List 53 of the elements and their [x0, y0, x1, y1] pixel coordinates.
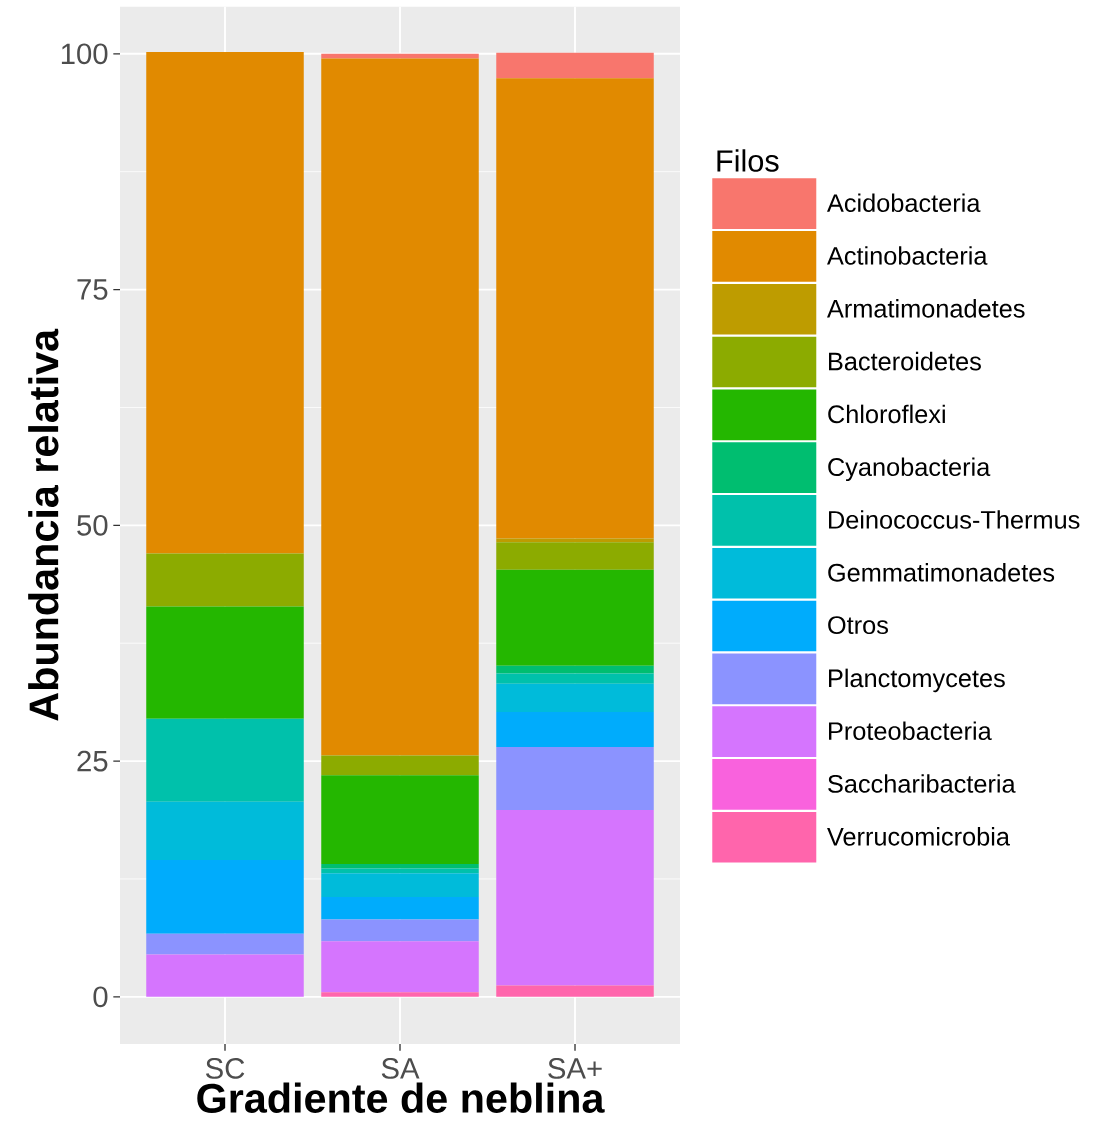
bar	[146, 51, 304, 554]
bar	[496, 673, 654, 684]
legend-label: Actinobacteria	[826, 246, 988, 265]
bar	[496, 52, 654, 79]
bar	[321, 896, 479, 920]
bar	[496, 78, 654, 539]
bar	[321, 775, 479, 864]
bar	[146, 801, 304, 861]
x-tick-label: SA	[381, 1058, 420, 1079]
bar	[146, 860, 304, 934]
legend-label: Proteobacteria	[829, 721, 992, 741]
bar	[146, 718, 304, 802]
bar	[321, 992, 479, 997]
y-tick-label: 75	[77, 279, 108, 300]
legend-label: Acidobacteria	[826, 193, 981, 213]
legend-label: Bacteroidetes	[829, 351, 981, 371]
legend-title: Filos	[717, 149, 779, 172]
bar	[496, 985, 654, 997]
bar	[321, 873, 479, 897]
bar	[496, 665, 654, 674]
legend-label: Gemmatimonadetes	[828, 563, 1055, 582]
bar	[496, 542, 654, 570]
bar	[321, 58, 479, 756]
x-tick-label: SA+	[548, 1058, 602, 1079]
bar	[321, 755, 479, 776]
bar	[146, 606, 304, 719]
bar	[496, 746, 654, 811]
y-tick-label: 50	[77, 514, 108, 536]
y-tick-label: 100	[61, 43, 108, 65]
bar	[496, 810, 654, 986]
bar	[321, 941, 479, 993]
x-tick-label: SC	[205, 1058, 245, 1079]
bar	[496, 683, 654, 713]
bar	[146, 933, 304, 955]
legend-label: Saccharibacteria	[828, 774, 1016, 793]
legend-label: Armatimonadetes	[826, 299, 1025, 318]
bar	[321, 863, 479, 869]
bar	[321, 53, 479, 59]
bar	[496, 569, 654, 666]
bar	[146, 553, 304, 607]
bar	[146, 954, 304, 997]
legend-label: Otros	[828, 616, 888, 635]
legend-label: Chloroflexi	[828, 404, 945, 424]
y-axis-title: Abundancia relativa	[28, 328, 59, 721]
legend-label: Verrucomicrobia	[827, 827, 1010, 846]
legend-label: Cyanobacteria	[828, 457, 991, 482]
bar	[496, 712, 654, 747]
y-tick-label: 25	[77, 750, 108, 772]
bar	[321, 919, 479, 942]
legend-label: Planctomycetes	[829, 668, 1005, 693]
x-axis-title: Gradiente de neblina	[197, 1082, 605, 1113]
legend-label: Deinococcus-Thermus	[829, 510, 1080, 529]
y-tick-label: 0	[93, 986, 108, 1008]
